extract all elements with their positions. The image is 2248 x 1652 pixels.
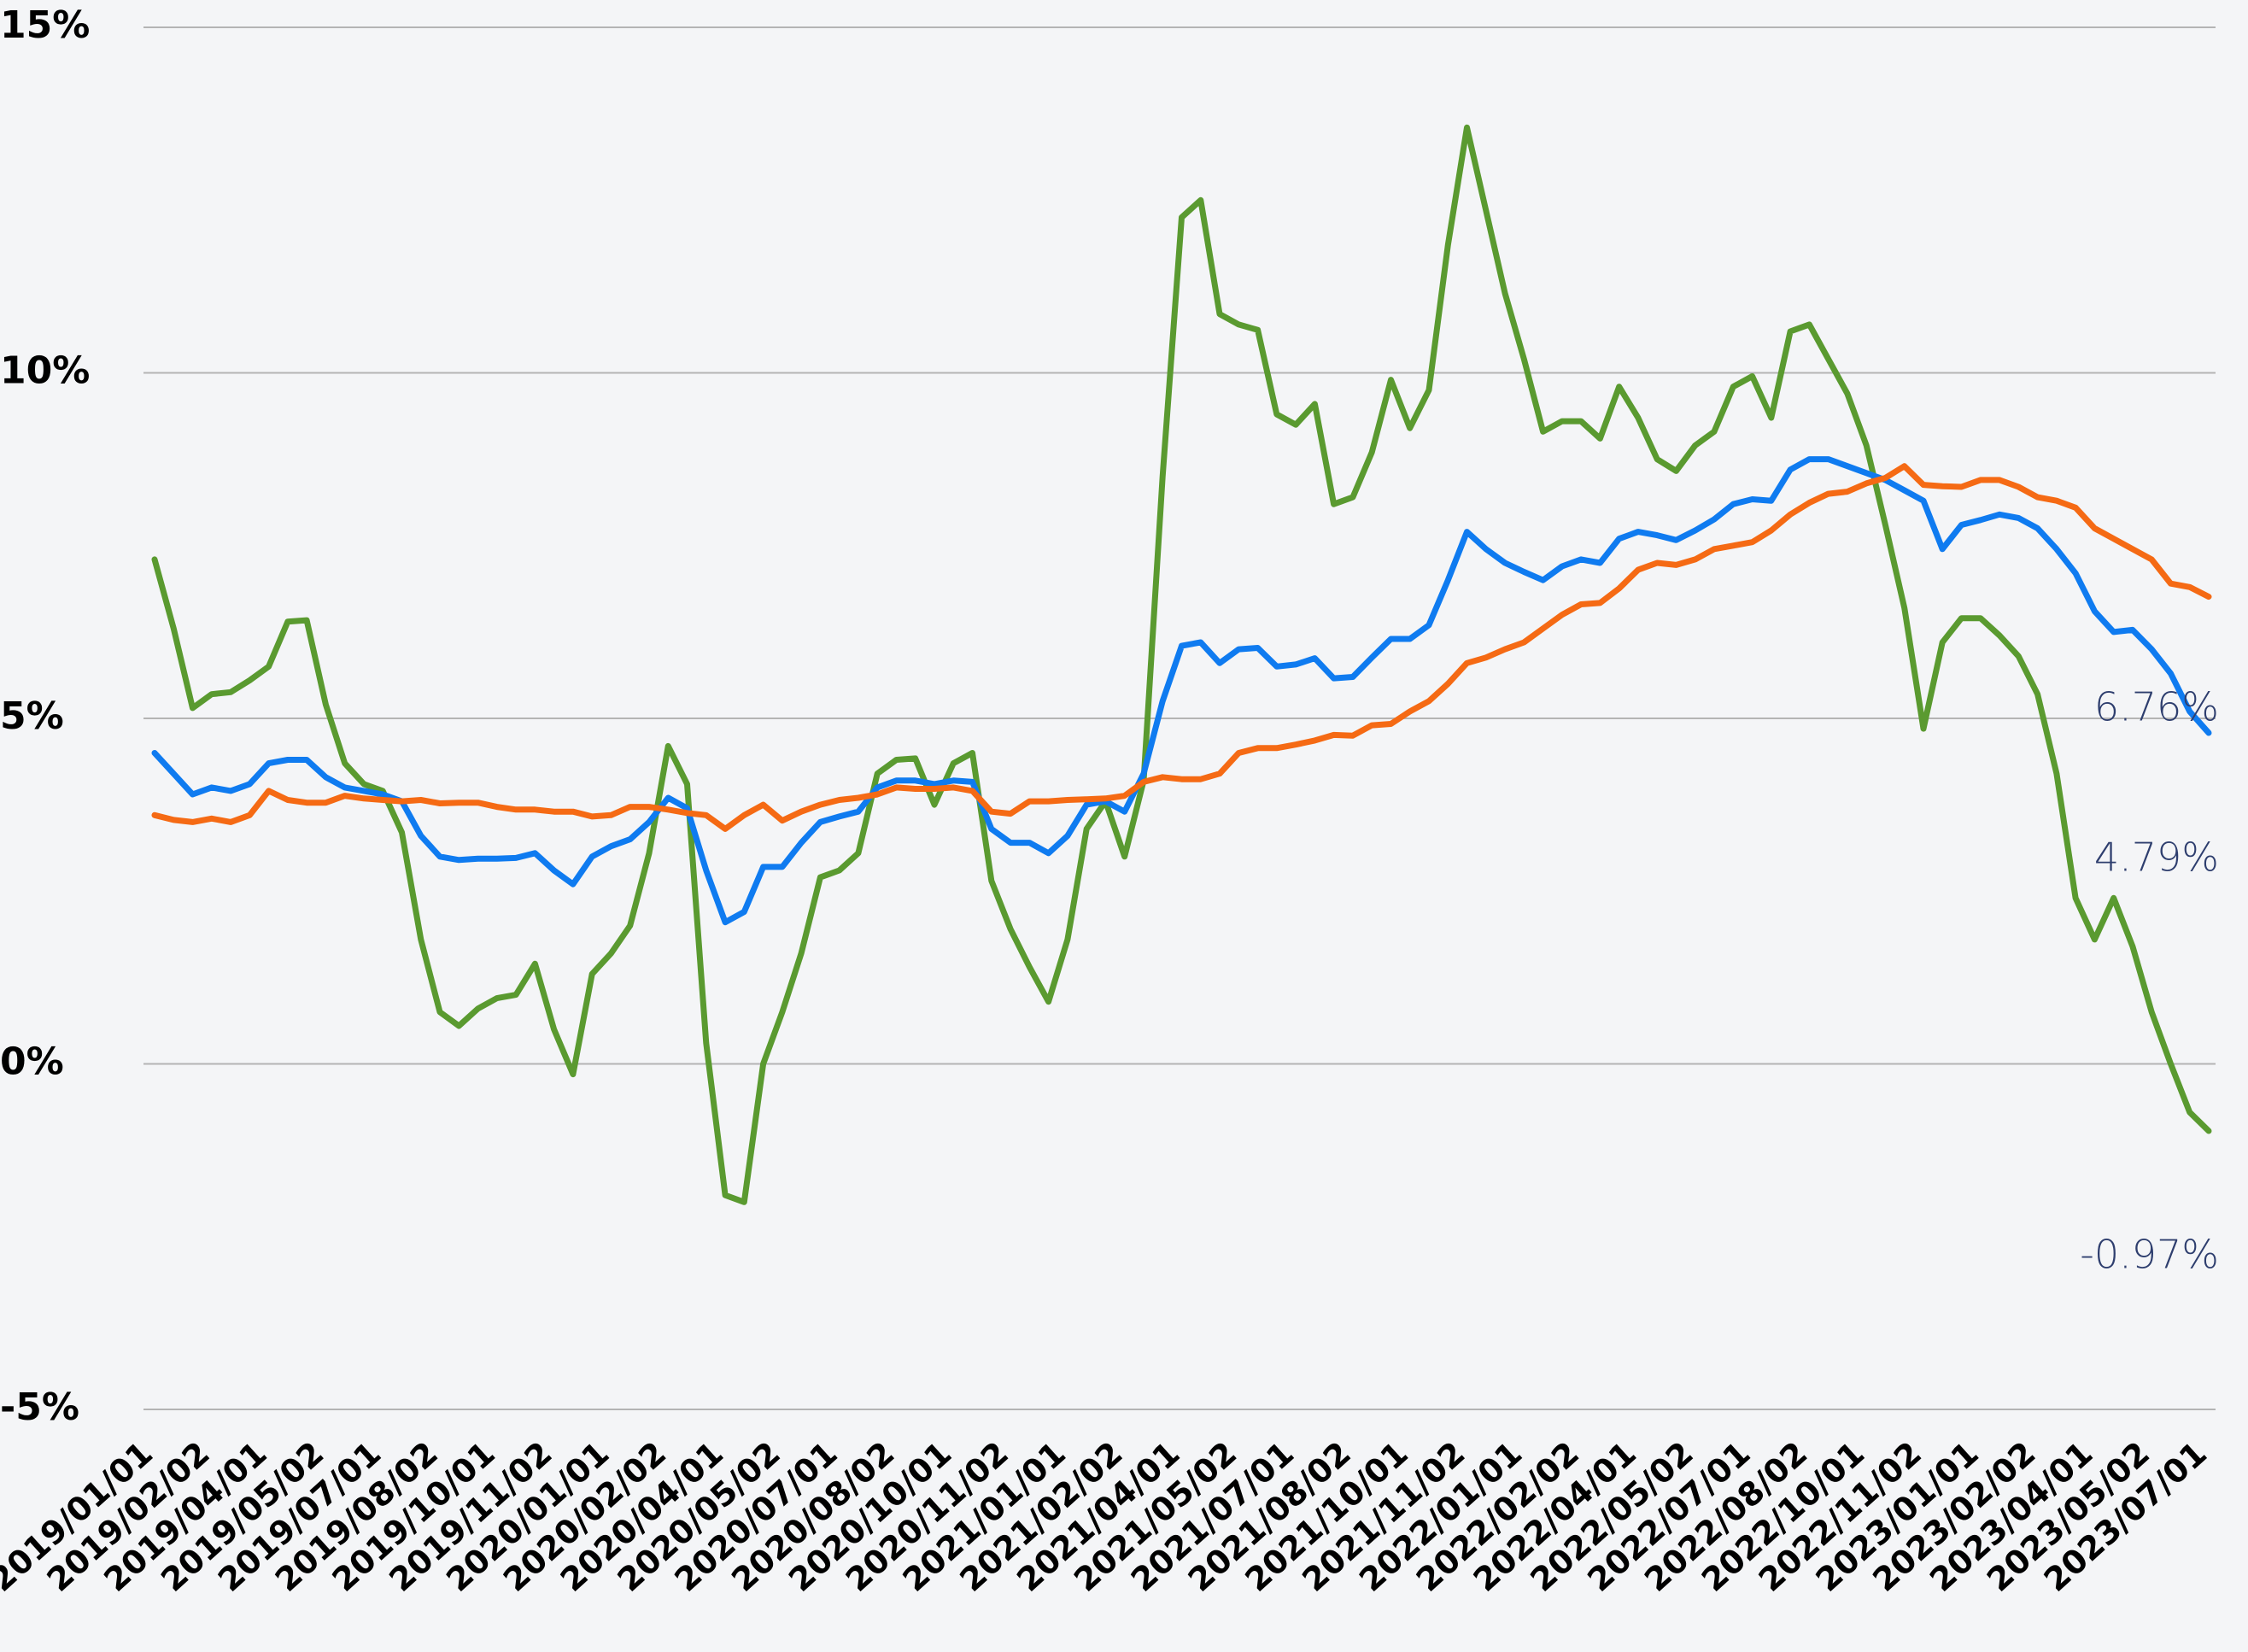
series-line — [151, 456, 2212, 926]
y-tick-label: -5% — [0, 1385, 79, 1429]
y-tick-label: 15% — [0, 3, 90, 47]
series-line — [151, 463, 2212, 832]
end-label: 4.79% — [2094, 835, 2219, 881]
y-tick-label: 0% — [0, 1040, 64, 1084]
series-line — [151, 124, 2212, 1205]
y-tick-label: 5% — [0, 694, 64, 738]
y-tick-label: 10% — [0, 349, 90, 393]
end-label: 6.76% — [2094, 684, 2219, 730]
end-label: -0.97% — [2080, 1232, 2219, 1278]
